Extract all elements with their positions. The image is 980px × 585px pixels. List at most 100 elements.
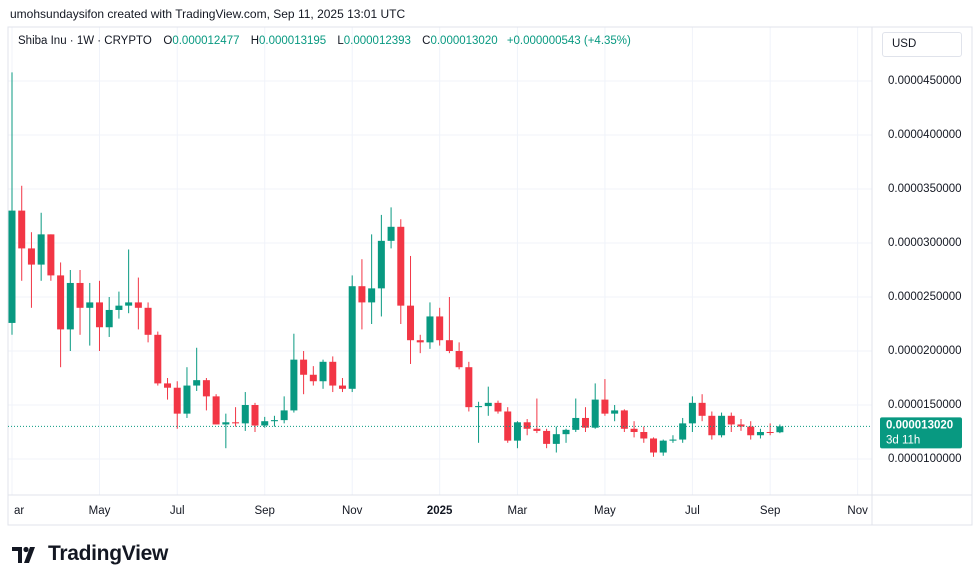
y-tick-label: 0.0000300000 xyxy=(888,237,962,249)
candle-body xyxy=(455,351,463,368)
open-value: 0.000012477 xyxy=(172,35,240,47)
candle-body xyxy=(475,406,483,408)
y-tick-label: 0.0000100000 xyxy=(888,453,962,465)
candle-body xyxy=(766,432,774,434)
last-price-label: 0.000013020 xyxy=(886,419,953,431)
x-tick-label: Sep xyxy=(760,505,780,517)
candle-body xyxy=(212,396,220,425)
close-label: C xyxy=(422,35,431,47)
candle-body xyxy=(708,415,716,436)
x-tick-label: May xyxy=(89,505,111,517)
candle-body xyxy=(436,316,444,341)
candle-body xyxy=(620,410,628,429)
candle-body xyxy=(290,359,298,411)
candle-body xyxy=(280,410,288,421)
grid xyxy=(8,27,872,495)
candle-body xyxy=(630,428,638,433)
high-label: H xyxy=(250,35,260,47)
candle-body xyxy=(144,307,152,335)
candle-body xyxy=(640,432,648,439)
candle-body xyxy=(377,240,385,289)
candle-body xyxy=(688,402,696,424)
candle-body xyxy=(484,402,492,407)
candle-body xyxy=(465,367,473,408)
candle-body xyxy=(183,385,191,414)
candle-body xyxy=(57,275,65,330)
y-tick-label: 0.0000200000 xyxy=(888,345,962,357)
x-tick-label: May xyxy=(594,505,616,517)
candle-body xyxy=(251,405,259,426)
candle-body xyxy=(8,210,16,323)
candle-body xyxy=(164,383,172,388)
candle-body xyxy=(659,440,667,453)
chart-frame xyxy=(7,26,973,526)
x-tick-label: Jul xyxy=(170,505,185,517)
candle-body xyxy=(756,432,764,436)
candle-body xyxy=(319,361,327,382)
candle-body xyxy=(86,302,94,308)
credit: umohsundaysifon created with TradingView… xyxy=(10,7,406,21)
candle-body xyxy=(95,302,103,328)
low-label: L xyxy=(337,35,344,47)
y-tick-label: 0.0000400000 xyxy=(888,129,962,141)
candle-body xyxy=(105,309,113,328)
candle-body xyxy=(572,417,580,430)
candle-body xyxy=(504,411,512,441)
candle-body xyxy=(338,385,346,389)
candle-body xyxy=(202,380,210,397)
candle-body xyxy=(601,399,609,414)
candle-body xyxy=(154,334,162,384)
high-value: 0.000013195 xyxy=(259,35,327,47)
currency-button[interactable]: USD xyxy=(882,32,962,57)
candle-body xyxy=(76,282,84,308)
candle-body xyxy=(300,359,308,375)
candle-body xyxy=(494,402,502,412)
y-tick-label: 0.0000250000 xyxy=(888,291,962,303)
candle-body xyxy=(533,428,541,431)
x-tick-label: Sep xyxy=(254,505,274,517)
candle-body xyxy=(513,422,521,441)
candle-body xyxy=(387,226,395,241)
candle-body xyxy=(47,234,55,276)
last-price-box xyxy=(880,417,962,449)
brand: TradingView xyxy=(48,542,169,565)
candle-body xyxy=(358,286,366,303)
candle-body xyxy=(679,423,687,440)
countdown: 3d 11h xyxy=(886,434,920,446)
close-value: 0.000013020 xyxy=(430,35,498,47)
candle-body xyxy=(591,399,599,428)
candle-body xyxy=(407,305,415,341)
candle-body xyxy=(552,434,560,444)
candle-body xyxy=(232,422,240,424)
y-tick-label: 0.0000150000 xyxy=(888,399,962,411)
candle-body xyxy=(37,234,45,265)
candle-body xyxy=(241,405,249,424)
open-label: O xyxy=(163,35,173,47)
candle-body xyxy=(669,439,677,441)
candle-body xyxy=(193,380,201,386)
candle-body xyxy=(611,410,619,414)
candle-body xyxy=(309,374,317,382)
x-tick-label: Mar xyxy=(508,505,528,517)
candle-body xyxy=(445,340,453,352)
x-tick-label: Nov xyxy=(342,505,363,517)
y-tick-label: 0.0000350000 xyxy=(888,183,962,195)
y-tick-label: 0.0000450000 xyxy=(888,75,962,87)
candle-body xyxy=(650,438,658,453)
candle-body xyxy=(173,387,181,414)
candle-body xyxy=(397,226,405,306)
symbol: Shiba Inu · 1W · CRYPTO xyxy=(18,35,152,47)
candle-body xyxy=(125,302,133,306)
candle-body xyxy=(18,210,26,249)
candle-body xyxy=(66,282,74,330)
candle-body xyxy=(115,305,123,310)
candle-body xyxy=(348,286,356,389)
brand-logo xyxy=(12,546,35,563)
candle-body xyxy=(27,248,35,265)
candle-body xyxy=(698,402,706,416)
candle-body xyxy=(222,422,230,425)
candle-body xyxy=(329,361,337,386)
candle-body xyxy=(718,415,726,436)
